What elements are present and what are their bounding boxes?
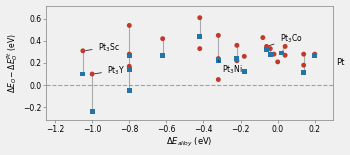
Point bbox=[282, 45, 288, 48]
Text: Pt$_3$Y: Pt$_3$Y bbox=[95, 64, 125, 77]
Point bbox=[80, 50, 86, 52]
Point bbox=[312, 54, 317, 56]
Point bbox=[282, 54, 288, 56]
Point bbox=[264, 45, 270, 48]
Point bbox=[89, 110, 95, 113]
Point bbox=[267, 53, 273, 55]
Point bbox=[241, 55, 247, 58]
Point bbox=[197, 47, 203, 50]
Point bbox=[216, 60, 221, 62]
Point bbox=[301, 64, 307, 66]
Point bbox=[216, 57, 221, 60]
Point bbox=[241, 71, 247, 73]
Point bbox=[197, 16, 203, 19]
Point bbox=[126, 68, 132, 71]
Point bbox=[216, 78, 221, 81]
Text: Pt$_3$Ni: Pt$_3$Ni bbox=[218, 61, 243, 76]
Point bbox=[89, 73, 95, 75]
Point bbox=[160, 54, 166, 56]
Point bbox=[126, 65, 132, 68]
Text: Pt$_3$Co: Pt$_3$Co bbox=[269, 32, 302, 46]
Point bbox=[312, 53, 317, 55]
Point bbox=[279, 52, 284, 54]
Point bbox=[80, 73, 86, 75]
Point bbox=[234, 44, 240, 46]
Point bbox=[126, 89, 132, 92]
Point bbox=[271, 53, 277, 55]
Text: Pt$_3$Sc: Pt$_3$Sc bbox=[86, 41, 120, 54]
Point bbox=[267, 47, 273, 50]
Y-axis label: $\Delta E_O - \Delta E_O^{Pt}$ (eV): $\Delta E_O - \Delta E_O^{Pt}$ (eV) bbox=[6, 33, 20, 93]
Point bbox=[126, 53, 132, 55]
Point bbox=[234, 60, 240, 62]
Point bbox=[301, 72, 307, 74]
Text: Pt: Pt bbox=[336, 58, 345, 67]
Point bbox=[126, 54, 132, 56]
Point bbox=[160, 38, 166, 40]
Point bbox=[264, 49, 270, 51]
Point bbox=[275, 61, 280, 63]
Point bbox=[260, 36, 266, 39]
Point bbox=[126, 24, 132, 27]
Point bbox=[216, 34, 221, 37]
X-axis label: $\Delta E_{alloy}$ (eV): $\Delta E_{alloy}$ (eV) bbox=[166, 136, 213, 149]
Point bbox=[197, 35, 203, 38]
Point bbox=[301, 53, 307, 55]
Point bbox=[234, 57, 240, 60]
